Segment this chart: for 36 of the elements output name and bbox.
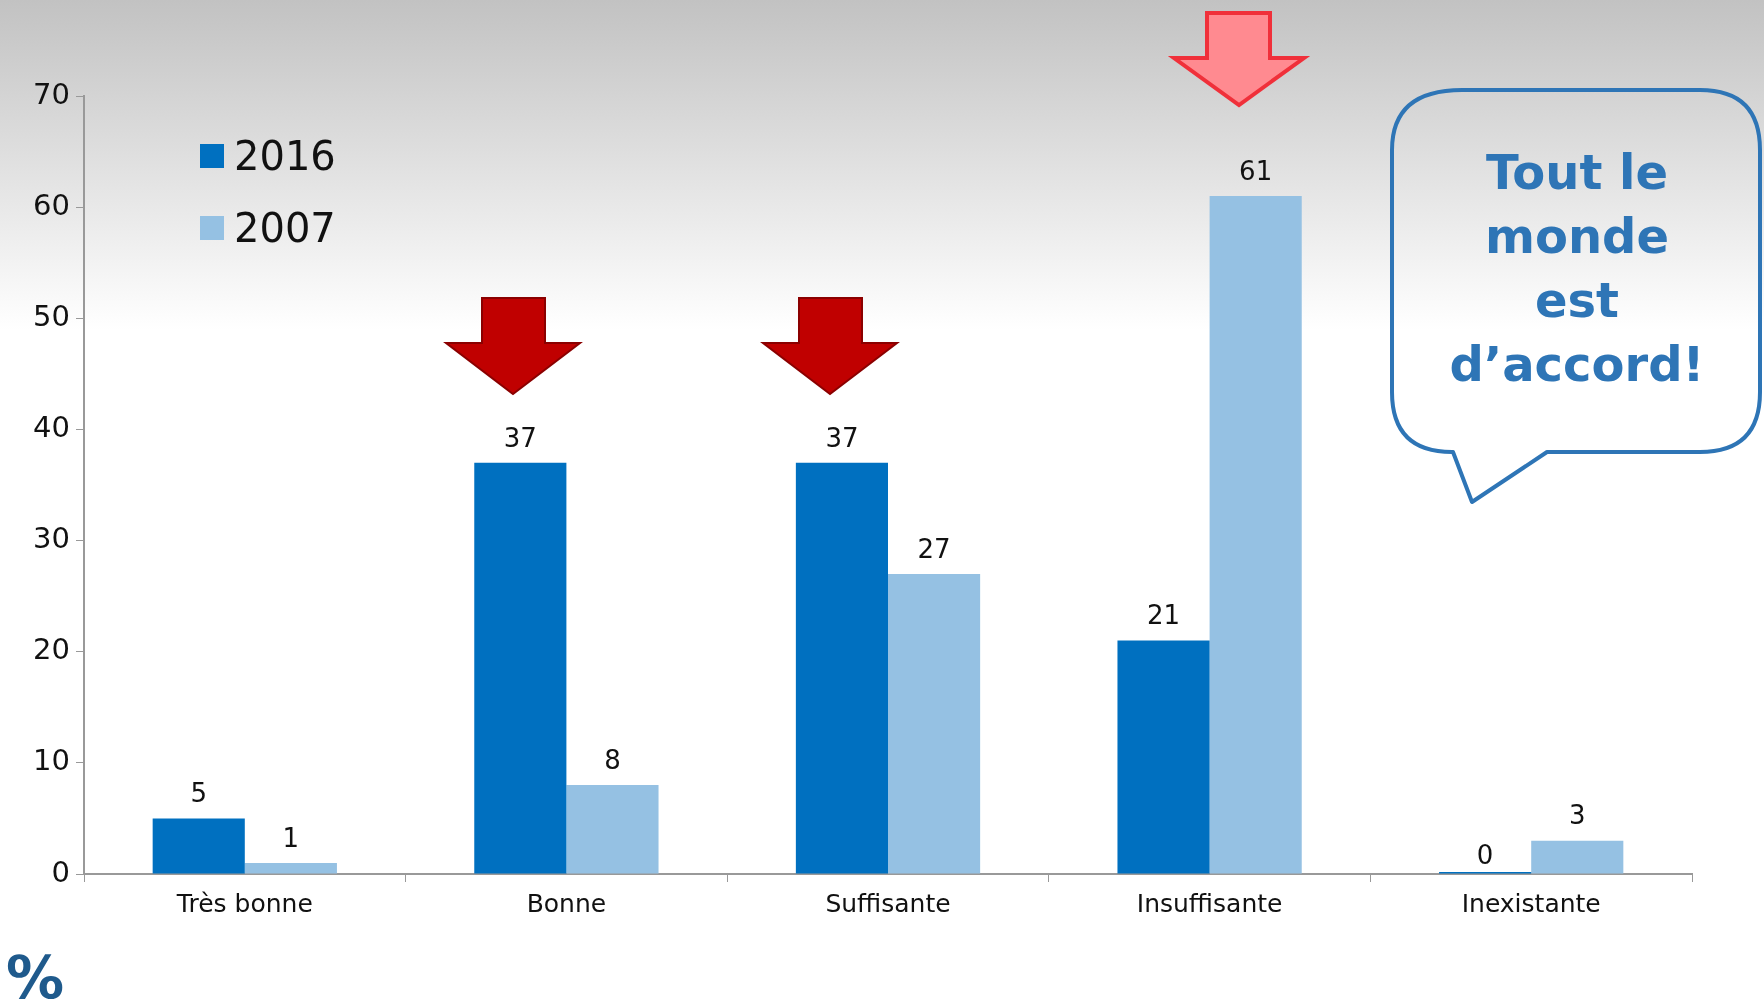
annotation: Tout le monde est d’accord! bbox=[1448, 143, 1706, 394]
bar bbox=[1209, 196, 1302, 874]
y-tick-label: 0 bbox=[51, 854, 70, 889]
y-tick-label: 40 bbox=[33, 409, 70, 444]
x-tick-label: Suffisante bbox=[825, 888, 951, 918]
data-label: 0 bbox=[1476, 839, 1494, 870]
y-tick-label: 30 bbox=[33, 521, 70, 556]
y-tick-label: 20 bbox=[33, 632, 70, 667]
bar bbox=[1117, 640, 1210, 874]
data-label: 21 bbox=[1146, 600, 1181, 631]
data-label: 37 bbox=[503, 422, 537, 453]
bar bbox=[1531, 840, 1624, 874]
bar bbox=[474, 462, 567, 874]
x-tick-label: Très bonne bbox=[175, 888, 313, 918]
data-label: 8 bbox=[604, 744, 621, 775]
y-tick-label: 70 bbox=[33, 76, 70, 111]
x-tick-label: Bonne bbox=[526, 888, 607, 918]
y-tick-label: 60 bbox=[33, 187, 70, 222]
data-label: 3 bbox=[1569, 800, 1586, 831]
data-label: 37 bbox=[825, 422, 859, 453]
bar bbox=[795, 462, 888, 874]
bar bbox=[244, 862, 337, 874]
x-tick-label: Insuffisante bbox=[1136, 888, 1283, 918]
y-tick-label: 50 bbox=[33, 298, 70, 333]
x-tick-label: Inexistante bbox=[1461, 888, 1601, 918]
data-label: 61 bbox=[1239, 155, 1273, 186]
bar bbox=[888, 573, 981, 874]
text: % bbox=[6, 944, 65, 1008]
data-label: 27 bbox=[917, 533, 951, 564]
bar bbox=[152, 818, 245, 874]
data-label: 5 bbox=[190, 778, 207, 809]
legend-label: 2016 bbox=[234, 133, 336, 179]
data-label: 1 bbox=[282, 822, 300, 853]
legend-label: 2007 bbox=[234, 205, 336, 251]
y-tick-label: 10 bbox=[33, 743, 70, 778]
bar bbox=[566, 785, 659, 874]
